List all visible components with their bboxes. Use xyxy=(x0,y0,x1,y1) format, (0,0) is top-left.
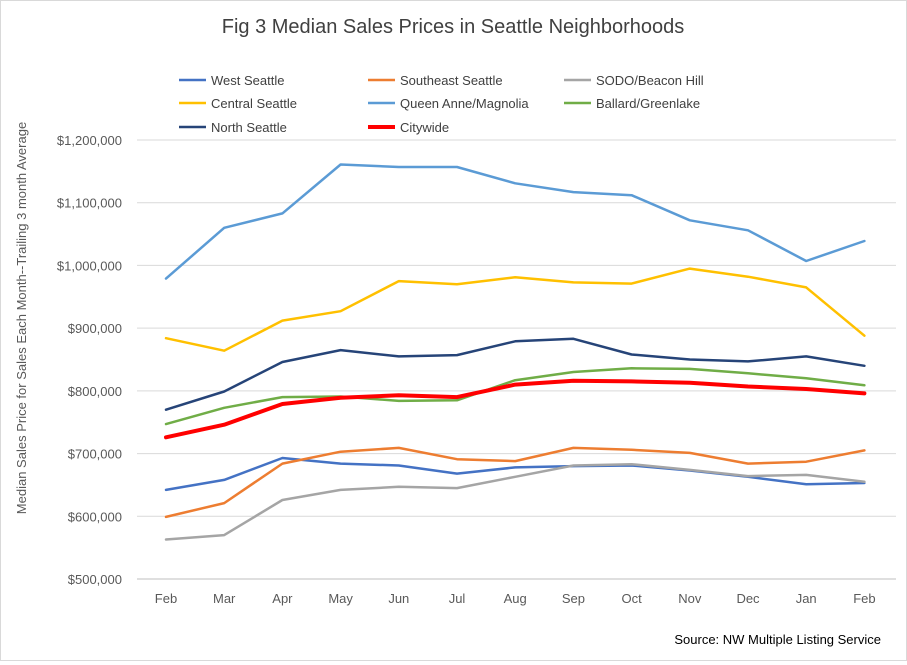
source-note: Source: NW Multiple Listing Service xyxy=(674,632,881,647)
x-tick-label: Oct xyxy=(621,591,642,606)
series-lines xyxy=(164,163,867,541)
legend-item: Southeast Seattle xyxy=(368,73,503,88)
legend-label: Ballard/Greenlake xyxy=(596,96,700,111)
y-tick-label: $1,000,000 xyxy=(57,258,122,273)
x-tick-label: May xyxy=(328,591,353,606)
legend-label: SODO/Beacon Hill xyxy=(596,73,704,88)
y-tick-label: $700,000 xyxy=(68,447,122,462)
x-tick-label: Jan xyxy=(796,591,817,606)
x-tick-label: Jul xyxy=(449,591,466,606)
legend-item: SODO/Beacon Hill xyxy=(564,73,704,88)
legend-item: Citywide xyxy=(368,120,449,135)
legend-label: Southeast Seattle xyxy=(400,73,503,88)
x-tick-label: Jun xyxy=(388,591,409,606)
series-line-ballard-greenlake xyxy=(164,367,866,426)
legend-label: Queen Anne/Magnolia xyxy=(400,96,529,111)
x-tick-label: Feb xyxy=(853,591,875,606)
y-axis: $500,000 $600,000 $700,000 $800,000 $900,000… xyxy=(57,133,122,587)
legend-label: West Seattle xyxy=(211,73,284,88)
series-line-citywide xyxy=(164,378,867,440)
x-tick-label: Dec xyxy=(736,591,760,606)
legend-item: West Seattle xyxy=(179,73,284,88)
legend-label: Central Seattle xyxy=(211,96,297,111)
series-line-sodo-beacon-hill xyxy=(164,462,866,541)
legend-label: North Seattle xyxy=(211,120,287,135)
y-tick-label: $900,000 xyxy=(68,321,122,336)
chart-title: Fig 3 Median Sales Prices in Seattle Nei… xyxy=(222,16,684,38)
legend-item: Queen Anne/Magnolia xyxy=(368,96,529,111)
series-line-north-seattle xyxy=(164,337,866,411)
x-tick-label: Feb xyxy=(155,591,177,606)
x-tick-label: Apr xyxy=(272,591,293,606)
y-tick-label: $1,100,000 xyxy=(57,196,122,211)
x-tick-label: Mar xyxy=(213,591,236,606)
legend-item: North Seattle xyxy=(179,120,287,135)
legend-item: Central Seattle xyxy=(179,96,297,111)
x-tick-label: Nov xyxy=(678,591,702,606)
x-tick-label: Sep xyxy=(562,591,585,606)
y-tick-label: $600,000 xyxy=(68,509,122,524)
legend: West Seattle Southeast Seattle SODO/Beacon… xyxy=(179,73,704,135)
x-axis: Feb Mar Apr May Jun Jul Aug Sep Oct Nov Dec Jan Feb xyxy=(155,591,876,606)
y-tick-label: $500,000 xyxy=(68,572,122,587)
legend-item: Ballard/Greenlake xyxy=(564,96,700,111)
y-axis-title: Median Sales Price for Sales Each Month-… xyxy=(14,122,29,514)
legend-label: Citywide xyxy=(400,120,449,135)
gridlines xyxy=(137,139,896,580)
y-tick-label: $1,200,000 xyxy=(57,133,122,148)
series-line-central-seattle xyxy=(164,267,866,352)
series-line-southeast-seattle xyxy=(164,446,866,519)
y-tick-label: $800,000 xyxy=(68,384,122,399)
x-tick-label: Aug xyxy=(504,591,527,606)
series-line-queen-anne-magnolia xyxy=(164,163,866,280)
